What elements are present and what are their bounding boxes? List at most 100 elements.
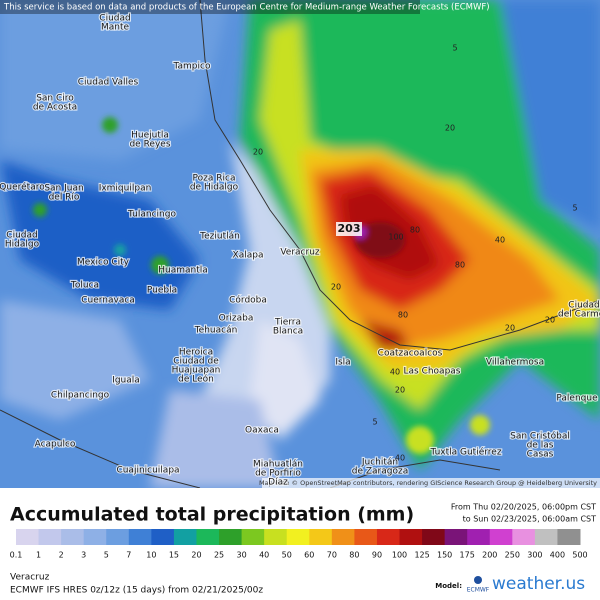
city-label: Tulancingo <box>127 210 176 220</box>
city-label: Tuxtla Gutiérrez <box>429 447 501 458</box>
contour-label: 5 <box>372 418 377 427</box>
colorbar-label: 7 <box>126 551 131 560</box>
colorbar-label: 150 <box>437 551 452 560</box>
city-label: Casas <box>527 450 554 460</box>
contour-label: 80 <box>398 311 408 320</box>
brand: weather.us <box>492 574 585 594</box>
city-label: Huajuapan <box>172 366 221 376</box>
colorbar-label: 400 <box>550 551 565 560</box>
city-label: Querétaro <box>0 182 45 193</box>
city-label: de León <box>178 374 214 385</box>
colorbar-swatch <box>83 529 107 545</box>
region: Veracruz <box>10 573 50 583</box>
colorbar-swatch <box>376 529 401 545</box>
colorbar-swatch <box>241 529 265 545</box>
attribution: Map data © OpenStreetMap contributors, r… <box>259 479 597 487</box>
colorbar-label: 250 <box>505 551 520 560</box>
city-label: de Porfirio <box>255 469 301 479</box>
map: This service is based on data and produc… <box>0 0 600 488</box>
city-label: Ciudad Valles <box>78 78 139 88</box>
colorbar-swatch <box>399 529 423 545</box>
city-label: San Ciro <box>36 94 74 104</box>
max-value-box <box>336 222 362 236</box>
contour-label: 40 <box>495 236 505 245</box>
colorbar-swatch <box>286 529 310 545</box>
city-label: Palenque <box>556 394 598 404</box>
contour-label: 80 <box>410 226 420 235</box>
city-label: San Juan <box>44 184 83 194</box>
contour-label: 80 <box>455 261 465 270</box>
contour-label: 20 <box>505 324 515 333</box>
colorbar-swatch <box>444 529 468 545</box>
colorbar-label: 500 <box>572 551 587 560</box>
city-label: Mante <box>101 23 130 33</box>
colorbar: 0.1 1 2 3 5 7 10 15 20 25 30 40 50 60 70 80 90 100 125 150 1… <box>10 529 588 560</box>
colorbar-label: 3 <box>81 551 86 560</box>
city-label: Xalapa <box>233 251 264 261</box>
colorbar-swatch <box>331 529 355 545</box>
legend-title: Accumulated total precipitation (mm) <box>10 504 414 526</box>
colorbar-label: 20 <box>191 551 201 560</box>
colorbar-label: 125 <box>414 551 429 560</box>
colorbar-label: 175 <box>460 551 475 560</box>
colorbar-swatch <box>309 529 333 545</box>
city-label: Cuernavaca <box>81 296 135 306</box>
city-label: del Carmen <box>558 310 600 320</box>
model-logo: ECMWF <box>467 587 490 594</box>
city-label: Cuajinicuilapa <box>116 466 179 476</box>
city-label: Juchitán <box>361 458 398 468</box>
colorbar-label: 70 <box>327 551 337 560</box>
colorbar-label: 25 <box>214 551 224 560</box>
city-label: Ciudad <box>99 14 130 24</box>
contour-label: 40 <box>390 368 400 377</box>
contour-label: 20 <box>253 148 263 157</box>
contour-label: 20 <box>445 124 455 133</box>
colorbar-swatch <box>354 529 378 545</box>
city-label: Orizaba <box>219 314 254 324</box>
city-label: Ciudad <box>568 301 599 311</box>
colorbar-swatch <box>106 529 130 545</box>
city-label: del Río <box>49 193 80 203</box>
colorbar-label: 60 <box>304 551 314 560</box>
legend-panel: Accumulated total precipitation (mm) Fro… <box>10 503 596 596</box>
contour-label: 20 <box>545 316 555 325</box>
contour-label: 20 <box>395 386 405 395</box>
colorbar-swatch <box>467 529 491 545</box>
city-label: de Hidalgo <box>190 183 239 193</box>
city-label: Díaz <box>268 478 288 488</box>
colorbar-label: 80 <box>349 551 359 560</box>
contour-label: 100 <box>388 233 403 242</box>
banner-bg <box>0 0 420 14</box>
city-label: Poza Rica <box>193 174 236 184</box>
contour-label: 40 <box>395 454 405 463</box>
colorbar-label: 200 <box>482 551 497 560</box>
city-label: Ciudad de <box>173 357 219 367</box>
city-label: Blanca <box>273 327 303 337</box>
city-label: Oaxaca <box>245 426 279 436</box>
city-label: Ciudad <box>6 231 37 241</box>
colorbar-label: 90 <box>372 551 382 560</box>
city-label: de Acosta <box>33 103 77 113</box>
colorbar-swatch <box>38 529 62 545</box>
colorbar-swatch <box>264 529 288 545</box>
city-label: Iguala <box>112 376 140 386</box>
coastline <box>199 0 600 351</box>
precip-field <box>0 0 600 488</box>
city-label: Huejutla <box>131 131 169 141</box>
contour-label: 5 <box>452 44 457 53</box>
colorbar-swatch <box>489 529 513 545</box>
colorbar-label: 100 <box>392 551 407 560</box>
period-from: From Thu 02/20/2025, 06:00pm CST <box>451 503 596 512</box>
city-label: Acapulco <box>35 440 76 450</box>
city-label: Hidalgo <box>5 240 40 250</box>
city-label: Tierra <box>274 318 301 328</box>
city-label: Tehuacán <box>194 326 238 336</box>
colorbar-label: 15 <box>169 551 179 560</box>
colorbar-label: 2 <box>59 551 64 560</box>
city-label: Ixmiquilpan <box>99 184 152 194</box>
colorbar-swatch <box>196 529 220 545</box>
colorbar-swatch <box>534 529 558 545</box>
colorbar-swatch <box>151 529 175 545</box>
colorbar-swatch <box>128 529 152 545</box>
